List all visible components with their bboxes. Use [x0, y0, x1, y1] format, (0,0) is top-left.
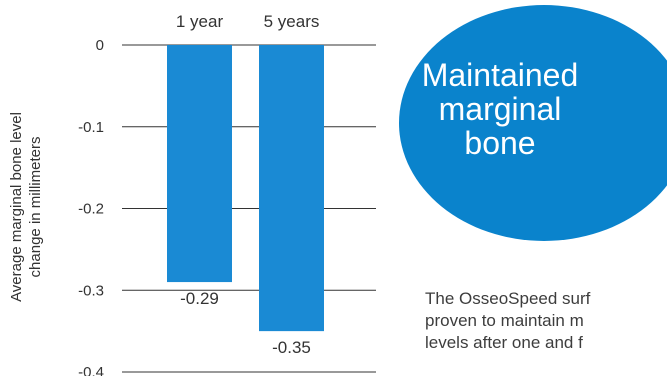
highlight-line-2: marginal	[438, 91, 562, 127]
highlight-text: Maintained marginal bone	[410, 58, 590, 160]
highlight-line-3: bone	[464, 125, 536, 161]
bar-1	[167, 45, 232, 283]
bar-2	[259, 45, 324, 332]
highlight-circle	[399, 5, 667, 241]
highlight-line-1: Maintained	[421, 57, 579, 93]
data-label: -0.35	[272, 338, 311, 357]
y-axis-label-line-1: Average marginal bone level	[8, 112, 25, 302]
category-label: 1 year	[176, 12, 224, 31]
caption-line-2: proven to maintain m	[425, 311, 584, 330]
y-tick-label: -0.4	[78, 364, 104, 376]
caption-line-1: The OsseoSpeed surf	[425, 289, 591, 308]
y-tick-label: -0.1	[78, 119, 104, 136]
y-tick-label: -0.3	[78, 282, 104, 299]
data-label: -0.29	[180, 289, 219, 308]
caption-text: The OsseoSpeed surf proven to maintain m…	[425, 288, 667, 354]
y-axis-label-line-2: change in millimeters	[27, 137, 44, 278]
category-label: 5 years	[264, 12, 320, 31]
y-tick-label: -0.2	[78, 201, 104, 218]
caption-line-3: levels after one and f	[425, 333, 583, 352]
y-tick-label: 0	[96, 37, 104, 54]
